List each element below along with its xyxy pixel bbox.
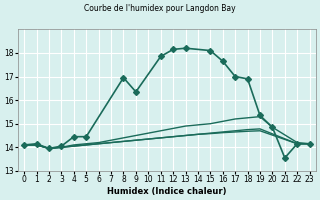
X-axis label: Humidex (Indice chaleur): Humidex (Indice chaleur) xyxy=(107,187,227,196)
Text: Courbe de l'humidex pour Langdon Bay: Courbe de l'humidex pour Langdon Bay xyxy=(84,4,236,13)
